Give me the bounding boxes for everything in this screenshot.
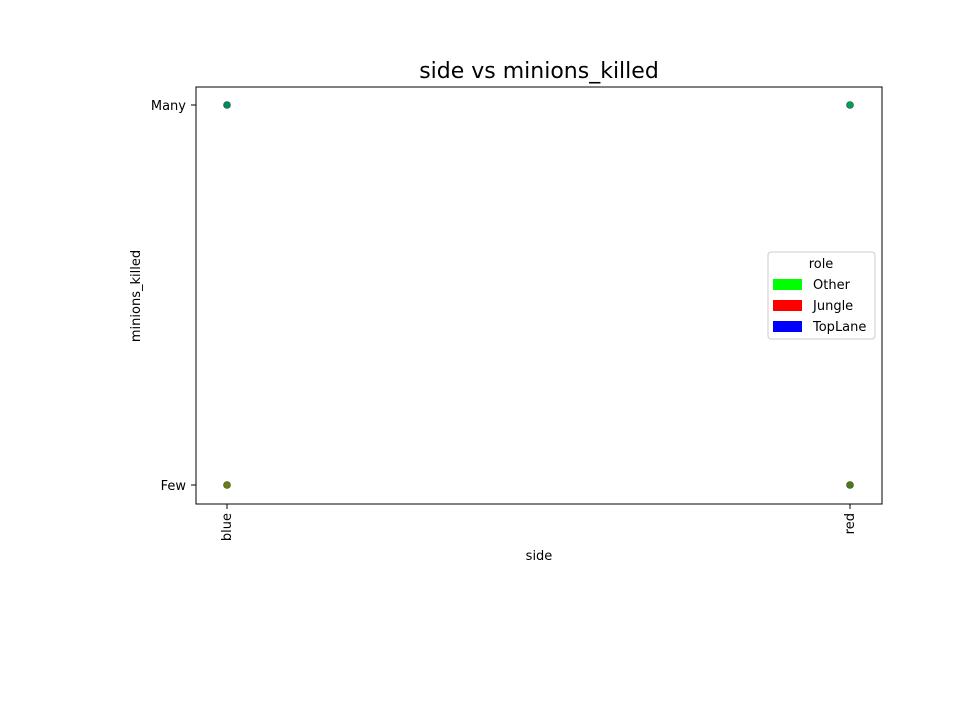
data-points: [223, 101, 854, 489]
legend-entry-label: Other: [813, 278, 851, 293]
chart-title: side vs minions_killed: [419, 59, 659, 84]
data-point: [223, 101, 231, 109]
plot-area: [195, 86, 883, 505]
x-tick-label: red: [843, 513, 858, 534]
legend-frame: [767, 251, 876, 340]
y-axis-ticks: Few Many: [151, 99, 196, 494]
legend-entry-label: Jungle: [812, 299, 853, 314]
y-tick-label: Many: [151, 99, 186, 114]
legend-entry-label: TopLane: [812, 320, 866, 335]
legend: role Other Jungle TopLane: [767, 251, 876, 340]
data-point: [846, 101, 854, 109]
legend-swatch: [773, 321, 802, 332]
legend-swatch: [773, 279, 802, 290]
data-point: [223, 481, 231, 489]
legend-swatch: [773, 300, 802, 311]
x-tick-label: blue: [220, 513, 235, 541]
data-point: [846, 481, 854, 489]
legend-title: role: [809, 257, 834, 272]
y-axis-label: minions_killed: [129, 250, 144, 342]
x-axis-label: side: [526, 549, 553, 564]
x-axis-ticks: blue red: [220, 504, 858, 541]
y-tick-label: Few: [161, 479, 187, 494]
